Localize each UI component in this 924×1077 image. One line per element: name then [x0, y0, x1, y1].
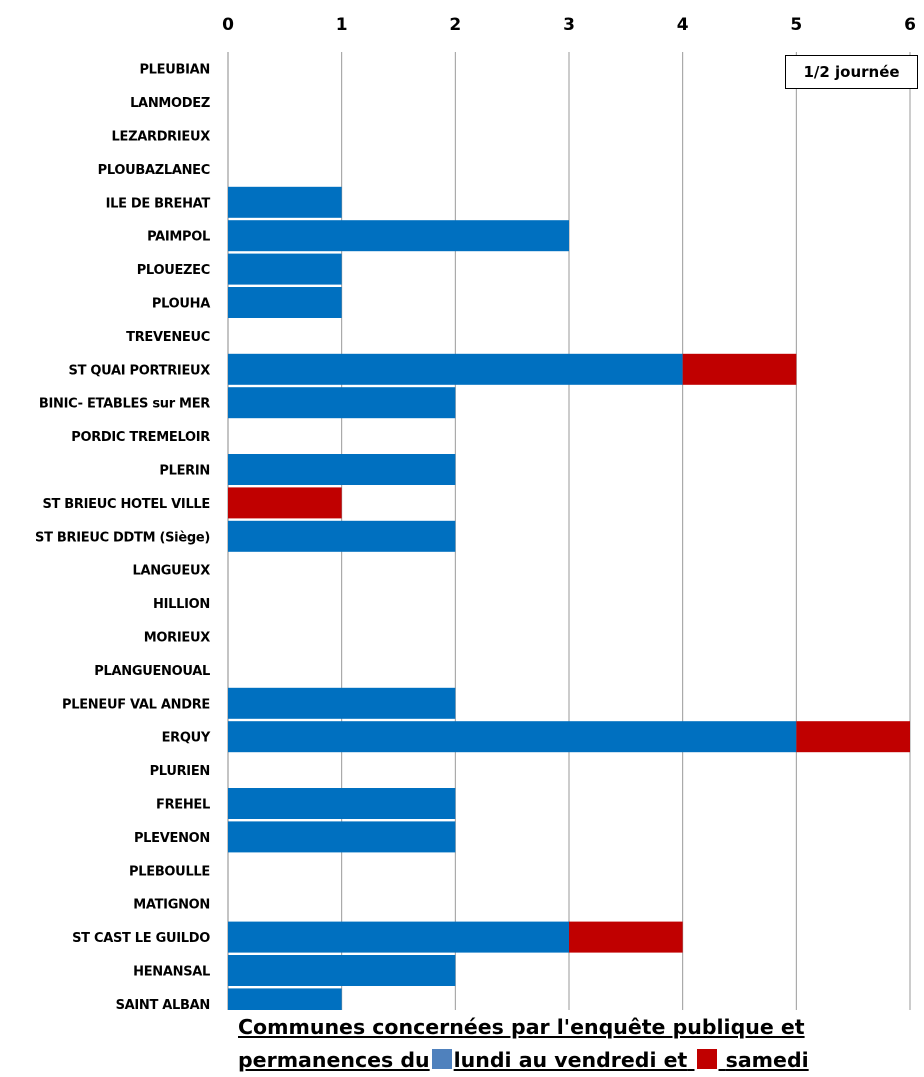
bar-weekday — [228, 821, 456, 853]
category-label: ST BRIEUC HOTEL VILLE — [42, 497, 210, 512]
stacked-bar-chart: 0 1 2 3 4 5 6 PLEUBIAN LANMODEZ LEZARDRIEUX PLOUB… — [35, 15, 916, 1010]
bar-weekday — [228, 186, 342, 218]
x-axis-ticks: 0 1 2 3 4 5 6 — [222, 15, 916, 35]
bar-weekday — [228, 687, 456, 719]
category-label: PLOUHA — [152, 297, 210, 312]
category-label: SAINT ALBAN — [116, 998, 210, 1010]
x-tick-label: 1 — [336, 15, 348, 35]
unit-label: 1/2 journée — [803, 63, 900, 81]
category-label: ST CAST LE GUILDO — [72, 931, 210, 946]
legend-label-weekday: lundi au vendredi et — [453, 1048, 688, 1072]
bar-weekday — [228, 721, 797, 753]
category-label: PORDIC TREMELOIR — [71, 430, 210, 445]
x-tick-label: 2 — [449, 15, 461, 35]
x-tick-label: 6 — [904, 15, 916, 35]
bar-weekday — [228, 253, 342, 285]
bar-weekday — [228, 988, 342, 1010]
category-label: PLANGUENOUAL — [94, 664, 210, 679]
caption-line-1: Communes concernées par l'enquête publiq… — [238, 1015, 805, 1039]
category-label: PLOUBAZLANEC — [98, 163, 210, 178]
category-labels: PLEUBIAN LANMODEZ LEZARDRIEUX PLOUBAZLANEC I… — [35, 63, 211, 1010]
category-label: PLENEUF VAL ANDRE — [62, 697, 210, 712]
category-label: BINIC- ETABLES sur MER — [39, 397, 210, 412]
bar-weekday — [228, 788, 456, 819]
caption-line-2: permanences du lundi au vendredi et samed… — [238, 1046, 878, 1074]
category-label: LANMODEZ — [130, 96, 210, 111]
category-label: HENANSAL — [133, 965, 210, 980]
caption-prefix: permanences du — [238, 1048, 430, 1072]
x-tick-label: 0 — [222, 15, 234, 35]
bar-saturday — [228, 487, 342, 519]
bar-saturday — [796, 721, 910, 753]
bar-weekday — [228, 921, 569, 953]
category-label: ST BRIEUC DDTM (Siège) — [35, 530, 210, 545]
x-tick-label: 4 — [677, 15, 689, 35]
category-label: LEZARDRIEUX — [112, 130, 211, 145]
category-label: ERQUY — [162, 731, 211, 746]
bar-weekday — [228, 520, 456, 552]
bar-saturday — [682, 353, 797, 385]
bar-weekday — [228, 955, 456, 986]
bar-series — [228, 186, 910, 1010]
category-label: ST QUAI PORTRIEUX — [69, 363, 211, 378]
x-tick-label: 3 — [563, 15, 575, 35]
category-label: HILLION — [153, 597, 210, 612]
category-label: PLEUBIAN — [139, 63, 210, 78]
category-label: MATIGNON — [133, 898, 210, 913]
category-label: FREHEL — [156, 798, 210, 813]
category-label: ILE DE BREHAT — [106, 196, 211, 211]
bar-weekday — [228, 387, 456, 419]
legend-label-saturday: samedi — [725, 1048, 809, 1072]
legend-swatch-weekday — [431, 1049, 452, 1069]
category-label: TREVENEUC — [126, 330, 210, 345]
bar-weekday — [228, 454, 456, 485]
category-label: LANGUEUX — [132, 564, 210, 579]
category-label: PLERIN — [159, 464, 210, 479]
x-tick-label: 5 — [790, 15, 802, 35]
category-label: PLEVENON — [134, 831, 210, 846]
category-label: PLURIEN — [150, 764, 210, 779]
legend-swatch-saturday — [696, 1049, 717, 1069]
category-label: MORIEUX — [144, 631, 210, 646]
unit-label-box: 1/2 journée — [785, 55, 918, 89]
category-label: PAIMPOL — [147, 230, 210, 245]
category-label: PLOUEZEC — [137, 263, 210, 278]
bar-weekday — [228, 353, 683, 385]
bar-saturday — [569, 921, 683, 953]
category-label: PLEBOULLE — [129, 864, 210, 879]
bar-weekday — [228, 220, 569, 252]
bar-weekday — [228, 287, 342, 318]
